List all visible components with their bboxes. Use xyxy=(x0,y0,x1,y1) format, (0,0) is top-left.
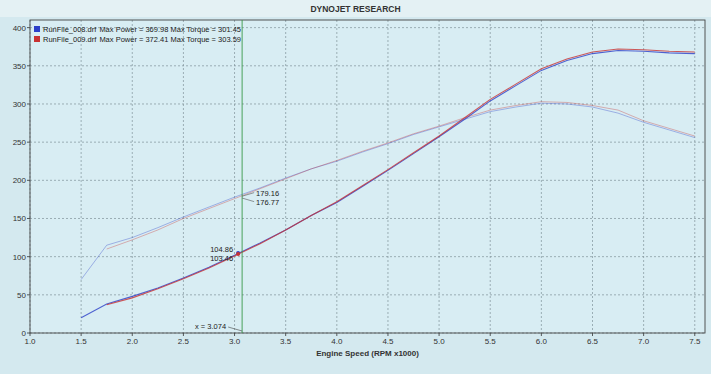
x-tick-label: 4.0 xyxy=(331,337,343,346)
x-tick xyxy=(439,333,440,336)
x-tick xyxy=(387,333,388,336)
x-grid-line xyxy=(541,20,542,333)
x-grid-line xyxy=(643,20,644,333)
torque-line xyxy=(107,102,695,249)
x-tick xyxy=(336,333,337,336)
legend-detail: Max Power = 369.98 Max Torque = 301.45 xyxy=(99,25,241,34)
grid xyxy=(30,20,705,333)
chart: DYNOJET RESEARCH 1.0 1.5 2.0 2.5 3.0 3.5 4.0 4.5… xyxy=(0,0,711,374)
x-grid-line xyxy=(183,20,184,333)
cursor-line xyxy=(242,20,243,333)
x-grid-line xyxy=(592,20,593,333)
cursor-point xyxy=(236,252,240,256)
title: DYNOJET RESEARCH xyxy=(310,4,400,14)
x-tick xyxy=(694,333,695,336)
x-grid-line xyxy=(285,20,286,333)
x-grid-line xyxy=(694,20,695,333)
x-tick xyxy=(234,333,235,336)
y-grid-line xyxy=(30,256,705,257)
x-grid-line xyxy=(387,20,388,333)
x-tick-label: 1.5 xyxy=(76,337,88,346)
title-band xyxy=(0,0,711,17)
x-grid-line xyxy=(439,20,440,333)
x-tick-label: 5.0 xyxy=(434,337,446,346)
legend-name: RunFile_009.drf xyxy=(43,35,97,44)
plot-frame xyxy=(30,20,705,333)
x-tick-label: 7.5 xyxy=(689,337,701,346)
cursor-value-leader xyxy=(242,198,254,202)
legend-swatch xyxy=(34,26,40,32)
y-grid-line xyxy=(30,180,705,181)
power-line xyxy=(107,49,695,305)
cursor-value-label: 104.86 xyxy=(210,245,233,254)
y-grid-line xyxy=(30,142,705,143)
torque-line xyxy=(81,103,695,279)
x-tick xyxy=(592,333,593,336)
x-tick-label: 7.0 xyxy=(638,337,650,346)
y-tick-label: 100 xyxy=(13,253,27,262)
x-tick xyxy=(183,333,184,336)
x-tick-label: 1.0 xyxy=(24,337,36,346)
background xyxy=(0,0,711,374)
x-tick-label: 5.5 xyxy=(485,337,497,346)
x-axis-label: Engine Speed (RPM x1000) xyxy=(316,349,419,358)
x-tick-label: 2.0 xyxy=(127,337,139,346)
y-tick-label: 150 xyxy=(13,214,27,223)
y-tick-label: 400 xyxy=(13,24,27,33)
legend-entry: RunFile_008.drfMax Power = 369.98 Max To… xyxy=(43,25,241,34)
x-tick-label: 6.0 xyxy=(536,337,548,346)
x-tick-label: 4.5 xyxy=(382,337,394,346)
cursor-value-leader xyxy=(242,193,254,197)
y-grid-line xyxy=(30,294,705,295)
legend-swatch xyxy=(34,36,40,42)
x-tick-label: 6.5 xyxy=(587,337,599,346)
x-tick xyxy=(285,333,286,336)
legend-detail: Max Power = 372.41 Max Torque = 303.59 xyxy=(99,35,241,44)
x-tick xyxy=(30,333,31,336)
x-grid-line xyxy=(81,20,82,333)
y-tick-label: 50 xyxy=(17,291,26,300)
x-tick-label: 3.5 xyxy=(280,337,292,346)
legend-name: RunFile_008.drf xyxy=(43,25,97,34)
plot-area xyxy=(30,20,705,333)
x-tick xyxy=(541,333,542,336)
y-tick-label: 250 xyxy=(13,138,27,147)
legend-entry: RunFile_009.drfMax Power = 372.41 Max To… xyxy=(43,35,241,44)
x-tick-label: 3.0 xyxy=(229,337,241,346)
y-grid-line xyxy=(30,218,705,219)
x-grid-line xyxy=(336,20,337,333)
y-grid-line xyxy=(30,103,705,104)
x-tick xyxy=(490,333,491,336)
y-tick-label: 350 xyxy=(13,62,27,71)
y-grid-line xyxy=(30,65,705,66)
x-tick-label: 2.5 xyxy=(178,337,190,346)
cursor-label-leader xyxy=(228,327,242,331)
cursor-value-label: 179.16 xyxy=(256,189,279,198)
x-tick xyxy=(132,333,133,336)
x-tick xyxy=(81,333,82,336)
cursor-value-label: 176.77 xyxy=(256,198,279,207)
series-group xyxy=(81,49,695,318)
power-line xyxy=(81,51,695,318)
x-grid-line xyxy=(490,20,491,333)
cursor-value-label: 103.46 xyxy=(210,254,233,263)
y-tick-label: 200 xyxy=(13,176,27,185)
x-tick xyxy=(643,333,644,336)
x-grid-line xyxy=(234,20,235,333)
x-grid-line xyxy=(132,20,133,333)
y-tick-label: 300 xyxy=(13,100,27,109)
legend: RunFile_008.drfMax Power = 369.98 Max To… xyxy=(34,25,241,44)
y-tick-label: 0 xyxy=(22,329,27,338)
cursor-label: x = 3.074 xyxy=(195,322,226,331)
